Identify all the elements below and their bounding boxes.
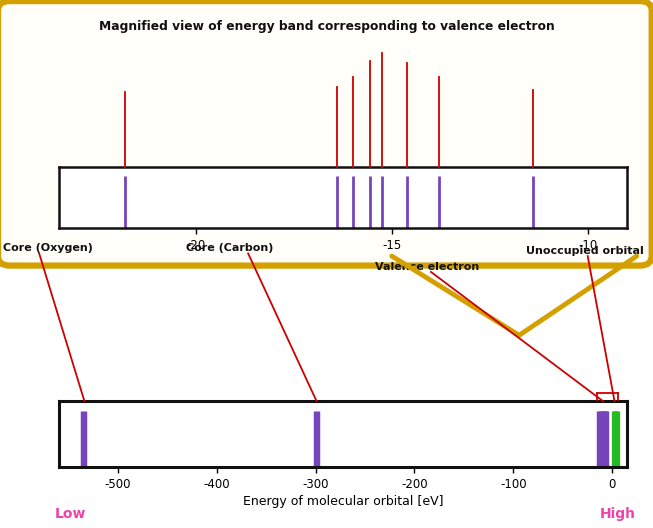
- Text: Unoccupied orbital: Unoccupied orbital: [526, 246, 643, 256]
- Text: High: High: [600, 507, 636, 521]
- FancyBboxPatch shape: [0, 1, 652, 266]
- Text: Magnified view of energy band corresponding to valence electron: Magnified view of energy band correspond…: [99, 20, 554, 33]
- Text: Low: Low: [55, 507, 86, 521]
- Text: Core (Carbon): Core (Carbon): [186, 243, 274, 253]
- Text: Valence electron: Valence electron: [375, 262, 480, 272]
- X-axis label: Energy of molecular orbital [eV]: Energy of molecular orbital [eV]: [242, 495, 443, 508]
- Text: Core (Oxygen): Core (Oxygen): [3, 243, 93, 253]
